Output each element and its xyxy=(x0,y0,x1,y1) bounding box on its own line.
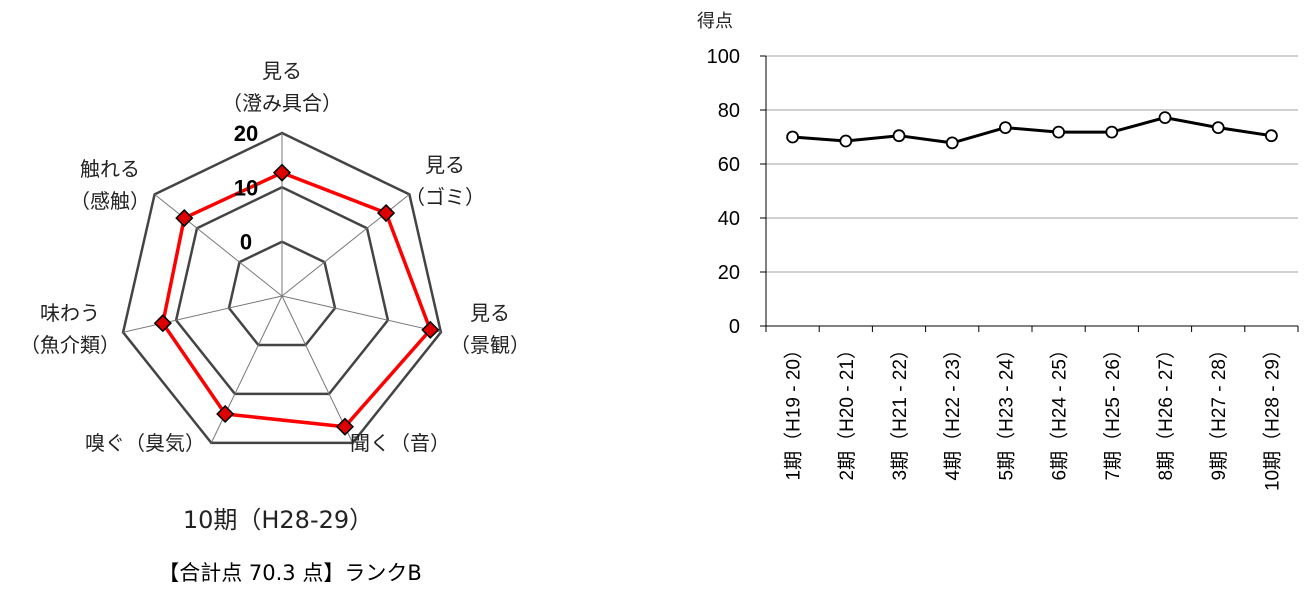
radar-ring-labels: 0 10 20 xyxy=(234,121,258,255)
radar-axis-label-1-line2: （ゴミ） xyxy=(405,185,485,209)
radar-spokes xyxy=(122,133,442,444)
line-chart-gridlines xyxy=(766,55,1298,273)
score-point-6 xyxy=(1105,125,1119,139)
radar-point-4 xyxy=(216,404,235,424)
radar-axis-label-3-line1: 聞く（音） xyxy=(350,431,450,455)
radar-grid xyxy=(121,131,443,445)
score-point-5 xyxy=(1052,125,1065,139)
line-chart-series xyxy=(786,111,1278,150)
radar-point-6 xyxy=(175,209,194,228)
x-tick-label-3: 4期（H22 - 23） xyxy=(942,340,964,480)
radar-axis-label-0-line1: 見る xyxy=(262,59,302,83)
x-tick-label-5: 6期（H24 - 25） xyxy=(1049,340,1071,480)
y-tick-label-5: 100 xyxy=(707,46,740,68)
y-tick-label-3: 60 xyxy=(718,154,740,176)
radar-spoke-6 xyxy=(154,194,283,297)
radar-spoke-2 xyxy=(281,295,442,333)
radar-spoke-3 xyxy=(281,295,354,444)
radar-spoke-4 xyxy=(210,295,283,444)
score-point-0 xyxy=(786,130,799,144)
line-chart-axes xyxy=(760,55,1299,332)
radar-axis-label-1-line1: 見る xyxy=(425,153,465,177)
score-point-8 xyxy=(1211,121,1225,134)
score-point-3 xyxy=(945,136,959,150)
x-tick-label-7: 8期（H26 - 27） xyxy=(1155,340,1177,480)
radar-chart: 見る （澄み具合） 見る （ゴミ） 見る （景観） 聞く（音） 嗅ぐ（臭気） 味わう （魚介類） 触… xyxy=(20,59,530,534)
line-chart-y-axis-label: 得点 xyxy=(697,11,733,32)
radar-series xyxy=(153,163,440,436)
x-tick-label-4: 5期（H23 - 24） xyxy=(995,340,1017,480)
y-tick-label-0: 0 xyxy=(729,316,740,338)
radar-axis-label-0-line2: （澄み具合） xyxy=(222,91,342,115)
radar-ring-label-0: 0 xyxy=(240,230,252,255)
score-point-4 xyxy=(999,121,1012,134)
radar-ring-1 xyxy=(174,185,390,396)
radar-ring-2 xyxy=(121,131,443,445)
radar-axis-label-6-line1: 触れる xyxy=(80,157,140,181)
radar-axis-label-2-line1: 見る xyxy=(470,301,510,325)
x-tick-label-6: 7期（H25 - 26） xyxy=(1102,340,1124,480)
radar-axis-label-6-line2: （感触） xyxy=(70,189,150,213)
line-chart-y-ticks: 0 20 40 60 80 100 xyxy=(707,46,740,338)
summary-text: 【合計点 70.3 点】ランクB xyxy=(158,561,422,585)
y-tick-label-2: 40 xyxy=(718,208,740,230)
score-point-2 xyxy=(892,129,906,143)
line-chart-x-ticks: 1期（H19 - 20） 2期（H20 - 21） 3期（H21 - 22） 4期（H… xyxy=(783,340,1284,491)
x-tick-label-1: 2期（H20 - 21） xyxy=(836,340,858,480)
radar-point-2 xyxy=(421,320,440,339)
line-chart: 0 20 40 60 80 100 1期（H19 - 20） 2期（H20 - 21） 3期（… xyxy=(697,11,1299,491)
y-tick-label-4: 80 xyxy=(718,100,740,122)
radar-spoke-5 xyxy=(122,295,283,333)
radar-axis-label-4-line1: 嗅ぐ（臭気） xyxy=(85,431,205,455)
radar-point-0 xyxy=(272,163,292,182)
x-tick-label-2: 3期（H21 - 22） xyxy=(889,340,911,480)
radar-axis-label-2-line2: （景観） xyxy=(450,333,530,357)
radar-axis-label-5-line2: （魚介類） xyxy=(20,333,120,357)
radar-series-line xyxy=(161,170,433,429)
radar-point-5 xyxy=(153,314,172,333)
radar-ring-label-2: 20 xyxy=(234,121,258,146)
radar-axis-label-5-line1: 味わう xyxy=(40,301,100,325)
radar-axis-labels: 見る （澄み具合） 見る （ゴミ） 見る （景観） 聞く（音） 嗅ぐ（臭気） 味わう （魚介類） 触… xyxy=(20,59,530,455)
x-tick-label-8: 9期（H27 - 28） xyxy=(1208,340,1230,480)
radar-subtitle: 10期（H28-29） xyxy=(183,506,373,534)
score-line xyxy=(792,116,1272,145)
radar-ring-0 xyxy=(227,240,337,347)
score-point-1 xyxy=(839,134,853,148)
x-tick-label-9: 10期（H28 - 29） xyxy=(1261,340,1283,491)
radar-point-1 xyxy=(377,203,396,223)
y-tick-label-1: 20 xyxy=(718,262,740,284)
score-point-9 xyxy=(1265,129,1278,143)
score-point-7 xyxy=(1158,111,1172,124)
radar-point-3 xyxy=(335,417,355,436)
x-tick-label-0: 1期（H19 - 20） xyxy=(783,340,805,480)
radar-ring-label-1: 10 xyxy=(234,175,258,200)
